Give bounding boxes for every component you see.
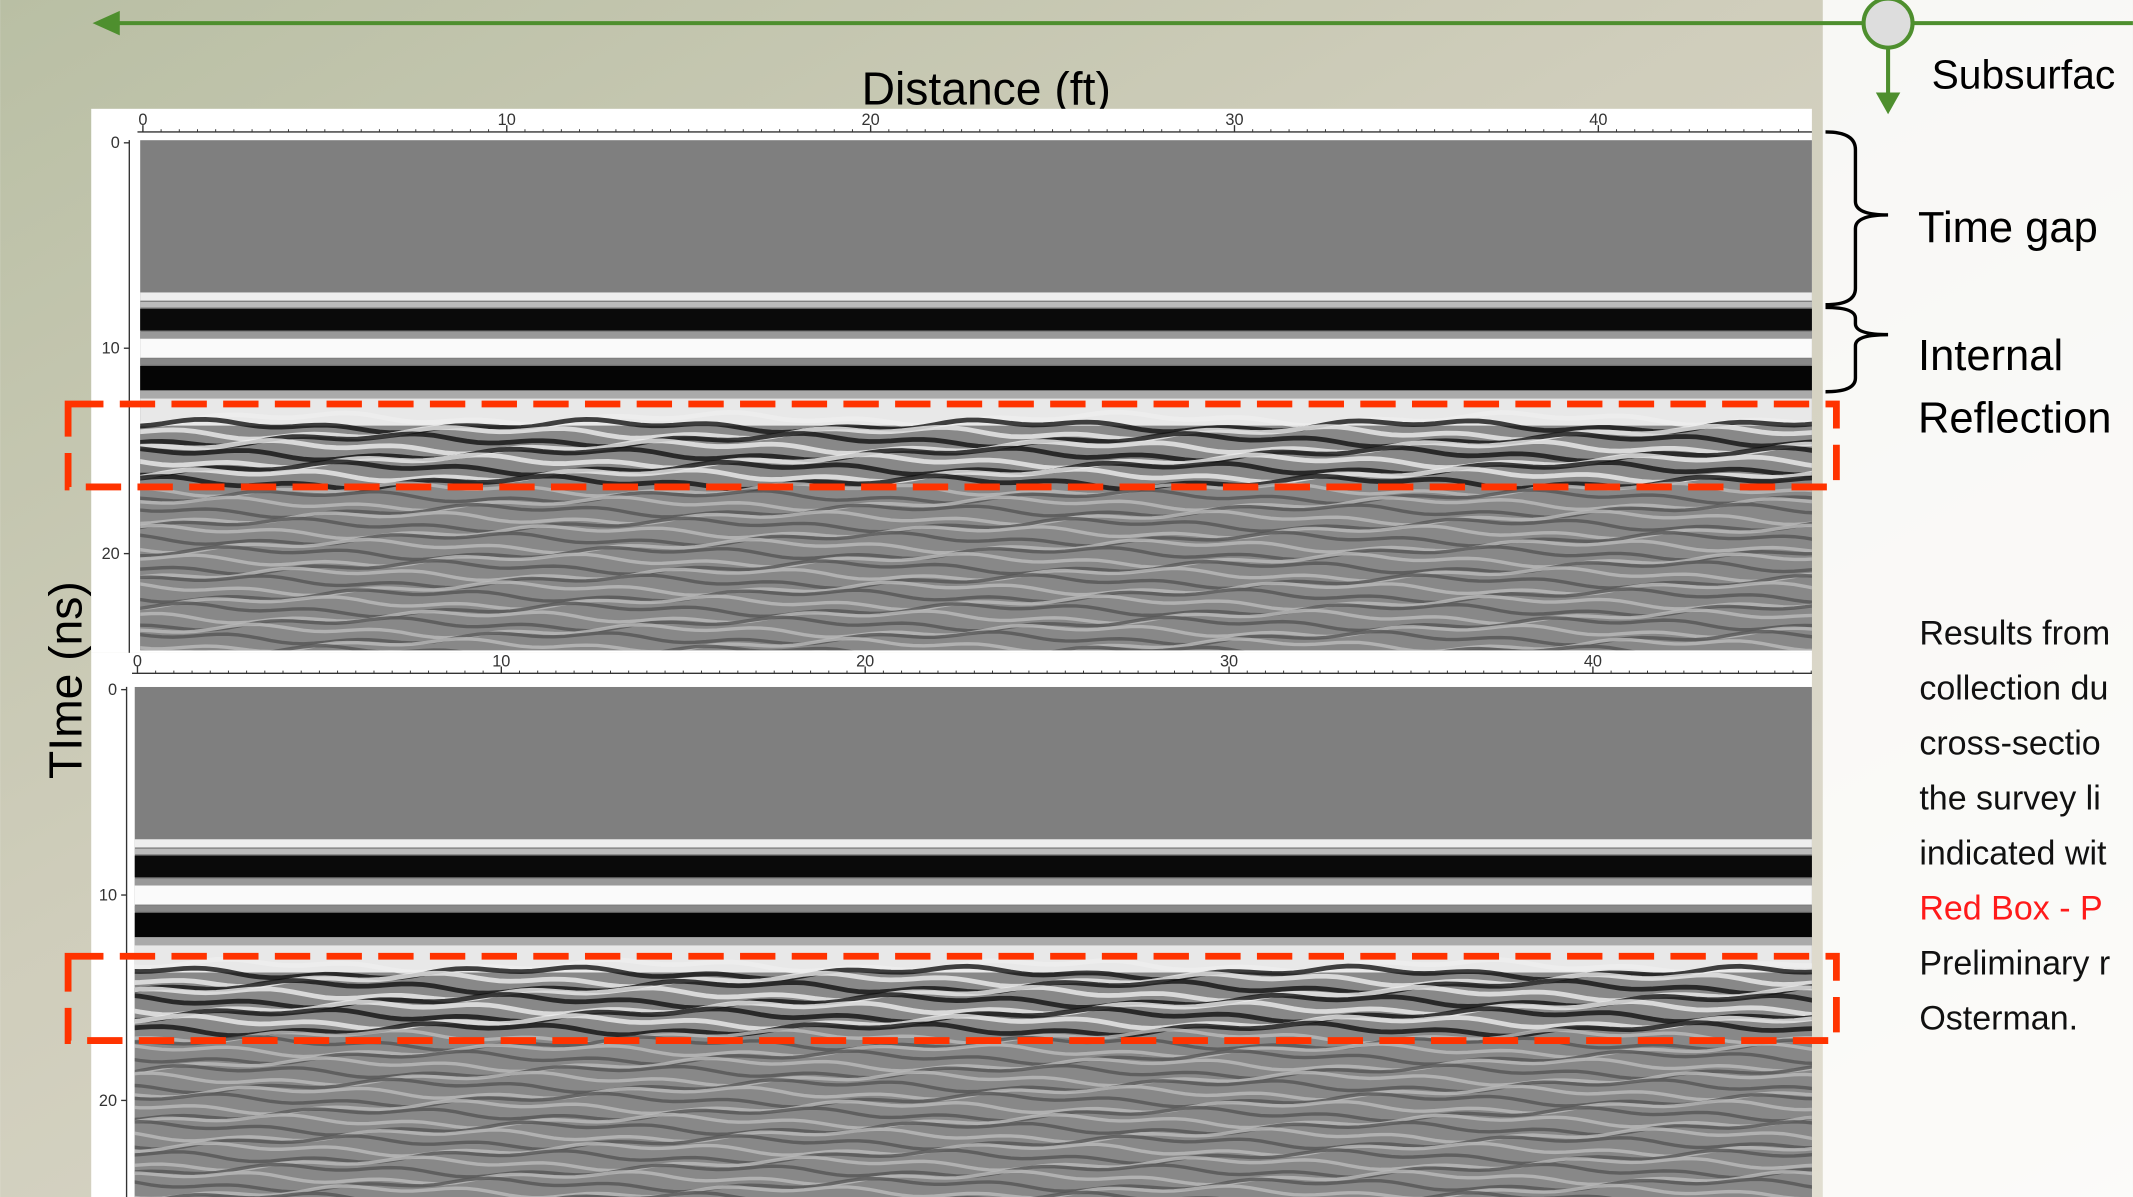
y-axis-title: TIme (ns): [40, 581, 92, 779]
reflection-band: [129, 856, 1816, 878]
reflection-band: [129, 937, 1816, 945]
slide: Subsurfac Distance (ft) TIme (ns) 0 10 20 3…: [0, 0, 2133, 1197]
annotation: Time gap: [1918, 204, 2098, 252]
note-line: the survey li: [1919, 780, 2100, 818]
x-tick-label: 10: [492, 653, 510, 671]
reflection-band: [129, 886, 1816, 905]
x-axis-title: Distance (ft): [862, 63, 1111, 115]
arrow-label: Subsurfac: [1932, 51, 2116, 97]
y-tick-label: 0: [108, 681, 117, 699]
x-tick-label: 10: [498, 111, 516, 129]
note-line: Red Box - P: [1919, 890, 2102, 928]
radargram: [129, 140, 1816, 659]
note-line: cross-sectio: [1919, 725, 2100, 763]
x-tick-label: 20: [856, 653, 874, 671]
x-tick-label: 0: [138, 111, 147, 129]
x-tick-label: 40: [1584, 653, 1602, 671]
reflection-band: [129, 879, 1816, 886]
x-tick-label: 30: [1225, 111, 1243, 129]
y-tick-label: 10: [102, 340, 120, 358]
note-line: Results from: [1919, 615, 2110, 653]
note-line: indicated wit: [1919, 835, 2107, 873]
reflection-band: [129, 292, 1816, 300]
note-line: collection du: [1919, 670, 2108, 708]
reflection-band: [129, 913, 1816, 937]
timeline-node: [1864, 0, 1913, 48]
note-line: Preliminary r: [1919, 944, 2110, 982]
x-tick-label: 40: [1589, 111, 1607, 129]
reflection-band: [129, 849, 1816, 854]
annotation: Reflection: [1918, 395, 2112, 443]
y-tick-label: 20: [99, 1092, 117, 1110]
reflection-band: [129, 359, 1816, 364]
y-tick-label: 20: [102, 545, 120, 563]
radargrams: 0 10 20 30 40 0 10 20 0 10 20 30 40 0 10 20: [91, 109, 1816, 1197]
note-line: Osterman.: [1919, 999, 2078, 1037]
x-tick-label: 0: [133, 653, 142, 671]
reflection-band: [129, 332, 1816, 339]
radargram: [129, 687, 1816, 1197]
y-tick-label: 10: [99, 886, 117, 904]
reflection-band: [129, 339, 1816, 358]
reflection-band: [129, 906, 1816, 911]
reflection-band: [129, 302, 1816, 307]
reflection-band: [129, 390, 1816, 398]
reflection-band: [129, 366, 1816, 390]
y-tick-label: 0: [111, 134, 120, 152]
reflection-band: [129, 839, 1816, 847]
annotation: Internal: [1918, 332, 2063, 380]
x-tick-label: 20: [862, 111, 880, 129]
x-tick-label: 30: [1220, 653, 1238, 671]
reflection-band: [129, 309, 1816, 331]
